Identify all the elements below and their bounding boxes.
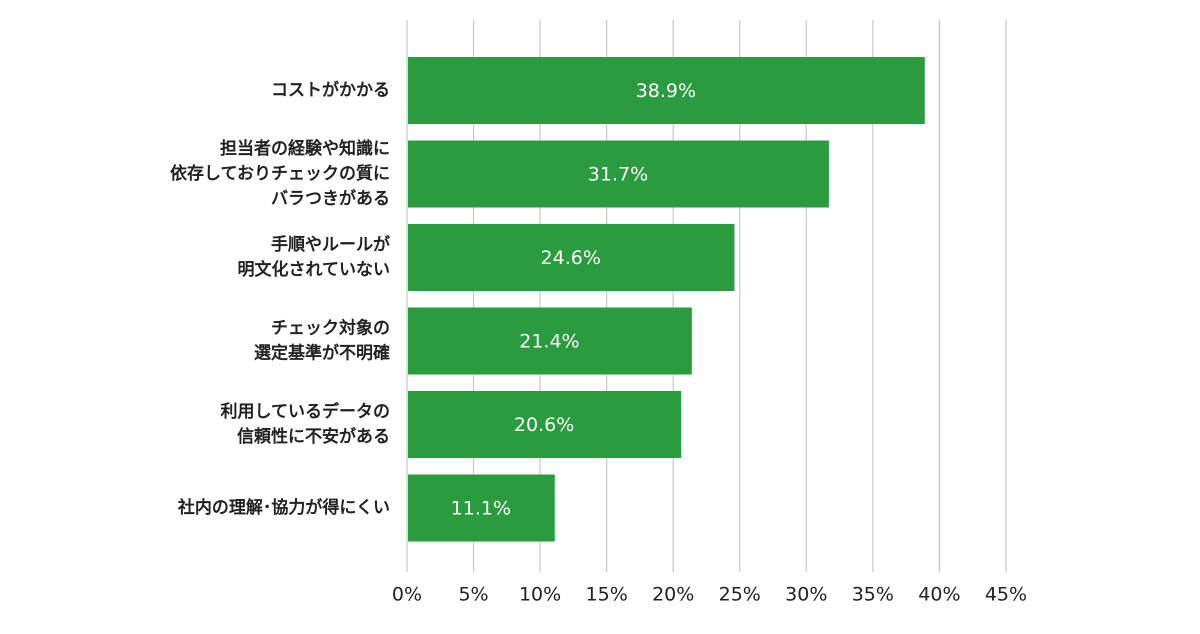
x-axis-tick-labels: 0% 5% 10% 15% 20% 25% 30% 35% 40% 45% bbox=[392, 584, 1027, 606]
category-label-2: 担当者の経験や知識に依存しておりチェックの質にバラつきがある bbox=[170, 138, 390, 209]
x-tick-label-15: 15% bbox=[586, 584, 628, 606]
category-label-line: 明文化されていない bbox=[238, 259, 391, 280]
bar-1 bbox=[408, 57, 925, 124]
category-label-3: 手順やルールが明文化されていない bbox=[238, 234, 391, 280]
bar-4 bbox=[408, 307, 692, 375]
category-label-line: コストがかかる bbox=[271, 80, 390, 101]
value-label-6: 11.1% bbox=[451, 498, 511, 520]
category-label-line: 依存しておりチェックの質に bbox=[170, 163, 390, 184]
value-label-3: 24.6% bbox=[541, 247, 601, 269]
category-labels: コストがかかる担当者の経験や知識に依存しておりチェックの質にバラつきがある手順や… bbox=[170, 80, 390, 519]
x-tick-label-45: 45% bbox=[985, 584, 1027, 606]
bar-6 bbox=[408, 474, 555, 542]
category-label-line: 選定基準が不明確 bbox=[254, 343, 390, 364]
x-tick-label-40: 40% bbox=[918, 584, 960, 606]
x-tick-label-10: 10% bbox=[519, 584, 561, 606]
x-tick-label-5: 5% bbox=[458, 584, 488, 606]
category-label-line: 信頼性に不安がある bbox=[237, 426, 390, 447]
bars bbox=[408, 57, 925, 542]
x-tick-label-25: 25% bbox=[719, 584, 761, 606]
category-label-line: バラつきがある bbox=[271, 188, 390, 209]
bar-2 bbox=[408, 140, 829, 208]
value-label-2: 31.7% bbox=[588, 164, 648, 186]
category-label-5: 利用しているデータの信頼性に不安がある bbox=[221, 401, 391, 447]
category-label-line: 社内の理解･協力が得にくい bbox=[177, 497, 390, 518]
category-label-line: 利用しているデータの bbox=[221, 401, 391, 422]
category-label-1: コストがかかる bbox=[271, 80, 390, 101]
x-tick-label-30: 30% bbox=[785, 584, 827, 606]
category-label-line: 手順やルールが bbox=[271, 234, 390, 255]
value-label-4: 21.4% bbox=[519, 331, 579, 353]
category-label-line: チェック対象の bbox=[271, 318, 390, 339]
category-label-line: 担当者の経験や知識に bbox=[220, 138, 390, 159]
x-tick-label-35: 35% bbox=[852, 584, 894, 606]
value-label-1: 38.9% bbox=[636, 80, 696, 102]
bar-5 bbox=[408, 391, 682, 458]
bar-3 bbox=[408, 224, 735, 291]
x-tick-label-0: 0% bbox=[392, 584, 422, 606]
category-label-4: チェック対象の選定基準が不明確 bbox=[254, 318, 390, 364]
value-label-5: 20.6% bbox=[514, 414, 574, 436]
x-tick-label-20: 20% bbox=[652, 584, 694, 606]
category-label-6: 社内の理解･協力が得にくい bbox=[177, 497, 390, 518]
value-labels: 38.9% 31.7% 24.6% 21.4% 20.6% 11.1% bbox=[451, 80, 696, 520]
